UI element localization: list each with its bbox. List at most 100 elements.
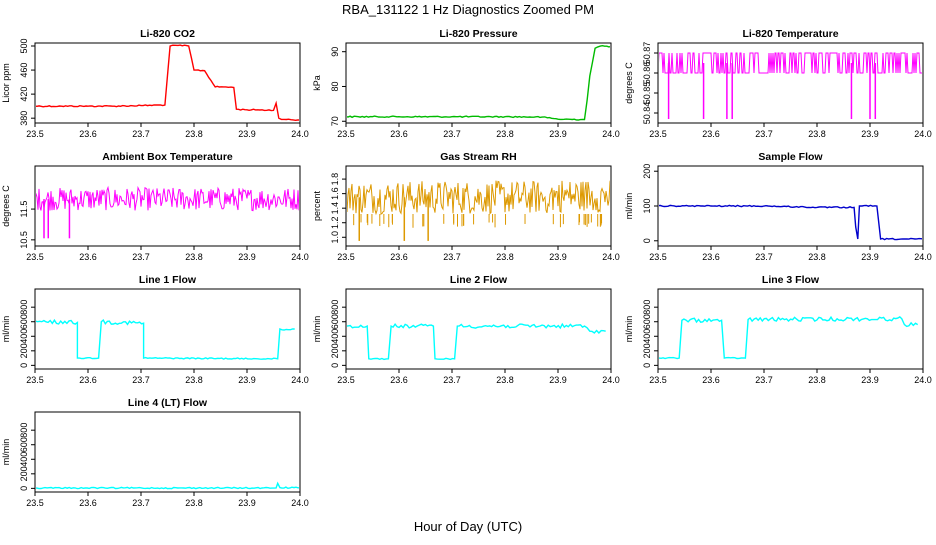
panel-line3: Line 3 Flow ml/min 23.5 23.6 23.7 23.8 23.9 24.… [624, 274, 932, 385]
plot-data [659, 52, 922, 119]
panel-ylabel: ml/min [624, 316, 634, 343]
x-tick-label: 23.5 [26, 252, 44, 262]
y-tick-label: 800 [642, 300, 652, 315]
panel-pressure: Li-820 Pressure kPa 23.5 23.6 23.7 23.8 23.9 24… [312, 28, 620, 139]
x-tick-label: 23.8 [808, 129, 826, 139]
x-tick-label: 23.8 [185, 375, 203, 385]
x-tick-label: 23.8 [185, 129, 203, 139]
plot-frame [345, 165, 612, 247]
plot-data [36, 318, 295, 360]
y-tick-label: 200 [330, 343, 340, 358]
plot-data [347, 180, 610, 241]
y-tick-label: 600 [330, 314, 340, 329]
y-tick-label: 1.0 [330, 231, 340, 244]
y-tick-label: 50.86 [642, 62, 652, 85]
y-tick-label: 0 [19, 363, 29, 368]
x-tick-label: 23.6 [79, 252, 97, 262]
panel-co2: Li-820 CO2 Licor ppm 23.5 23.6 23.7 23.8 23.9 2… [1, 28, 309, 139]
data-line-pressure [347, 44, 610, 121]
panel-ambient: Ambient Box Temperature degrees C 23.5 23.6… [1, 151, 309, 262]
x-tick-label: 23.8 [496, 129, 514, 139]
panel-ylabel: ml/min [1, 439, 11, 466]
x-tick-label: 23.7 [443, 252, 461, 262]
y-tick-label: 100 [642, 198, 652, 213]
x-tick-label: 24.0 [291, 375, 309, 385]
y-tick-label: 90 [330, 47, 340, 57]
panel-ylabel: degrees C [624, 62, 634, 104]
panel-title: Sample Flow [758, 151, 823, 163]
x-tick-label: 23.7 [755, 252, 773, 262]
plot-data [659, 204, 922, 241]
y-tick-label: 600 [642, 314, 652, 329]
data-band-temp [659, 52, 922, 74]
x-tick-label: 23.9 [549, 252, 567, 262]
x-tick-label: 23.7 [755, 375, 773, 385]
x-tick-label: 23.7 [132, 252, 150, 262]
y-tick-label: 400 [330, 329, 340, 344]
panel-title: Li-820 Temperature [742, 28, 838, 40]
y-tick-label: 0 [330, 363, 340, 368]
x-tick-label: 23.8 [496, 375, 514, 385]
x-tick-label: 23.9 [238, 498, 256, 508]
x-tick-label: 24.0 [291, 252, 309, 262]
panel-title: Line 3 Flow [762, 274, 820, 286]
plot-frame [657, 288, 924, 370]
panel-ylabel: ml/min [1, 316, 11, 343]
x-tick-label: 23.7 [443, 375, 461, 385]
data-line-sample [659, 204, 922, 241]
panel-ylabel: Licor ppm [1, 63, 11, 103]
panel-ylabel: degrees C [1, 185, 11, 227]
plot-frame [34, 411, 301, 493]
x-tick-label: 23.8 [185, 498, 203, 508]
panel-title: Line 2 Flow [450, 274, 508, 286]
y-tick-label: 50.87 [642, 42, 652, 65]
y-tick-label: 0 [642, 363, 652, 368]
x-tick-label: 23.8 [496, 252, 514, 262]
plot-frame [34, 288, 301, 370]
y-tick-label: 1.4 [330, 202, 340, 215]
x-tick-label: 23.5 [337, 252, 355, 262]
y-tick-label: 80 [330, 81, 340, 91]
x-tick-label: 23.9 [861, 375, 879, 385]
y-tick-label: 200 [642, 343, 652, 358]
panel-ylabel: percent [312, 190, 322, 221]
plot-frame [345, 42, 612, 124]
y-tick-label: 0 [19, 486, 29, 491]
plot-data [347, 44, 610, 121]
data-band-rh [347, 180, 610, 216]
data-line-line2 [347, 322, 606, 361]
y-tick-label: 200 [642, 164, 652, 179]
y-tick-label: 500 [19, 38, 29, 53]
y-tick-label: 800 [19, 300, 29, 315]
x-tick-label: 23.6 [79, 498, 97, 508]
panel-title: Gas Stream RH [440, 151, 516, 163]
x-tick-label: 23.9 [549, 129, 567, 139]
data-band-ambient [36, 185, 299, 212]
panel-line2: Line 2 Flow ml/min 23.5 23.6 23.7 23.8 23.9 24.… [312, 274, 620, 385]
x-tick-label: 23.6 [702, 129, 720, 139]
plot-frame [345, 288, 612, 370]
plot-data [36, 185, 299, 239]
x-tick-label: 23.5 [649, 375, 667, 385]
y-tick-label: 50.85 [642, 82, 652, 105]
y-tick-label: 70 [330, 116, 340, 126]
y-tick-label: 50.84 [642, 102, 652, 125]
y-tick-label: 1.6 [330, 187, 340, 200]
x-tick-label: 23.7 [132, 498, 150, 508]
data-line-line3 [659, 315, 919, 360]
y-tick-label: 800 [19, 423, 29, 438]
panel-title: Li-820 Pressure [439, 28, 517, 40]
x-tick-label: 23.7 [443, 129, 461, 139]
x-tick-label: 23.9 [238, 129, 256, 139]
x-tick-label: 24.0 [291, 498, 309, 508]
x-tick-label: 23.9 [238, 252, 256, 262]
x-tick-label: 23.7 [755, 129, 773, 139]
y-tick-label: 200 [19, 343, 29, 358]
x-tick-label: 23.9 [238, 375, 256, 385]
data-line-co2 [36, 44, 299, 122]
panel-sample: Sample Flow ml/min 23.5 23.6 23.7 23.8 23.9 24.… [624, 151, 932, 262]
panel-ylabel: ml/min [312, 316, 322, 343]
x-tick-label: 23.9 [549, 375, 567, 385]
figure-title: RBA_131122 1 Hz Diagnostics Zoomed PM [342, 2, 594, 17]
